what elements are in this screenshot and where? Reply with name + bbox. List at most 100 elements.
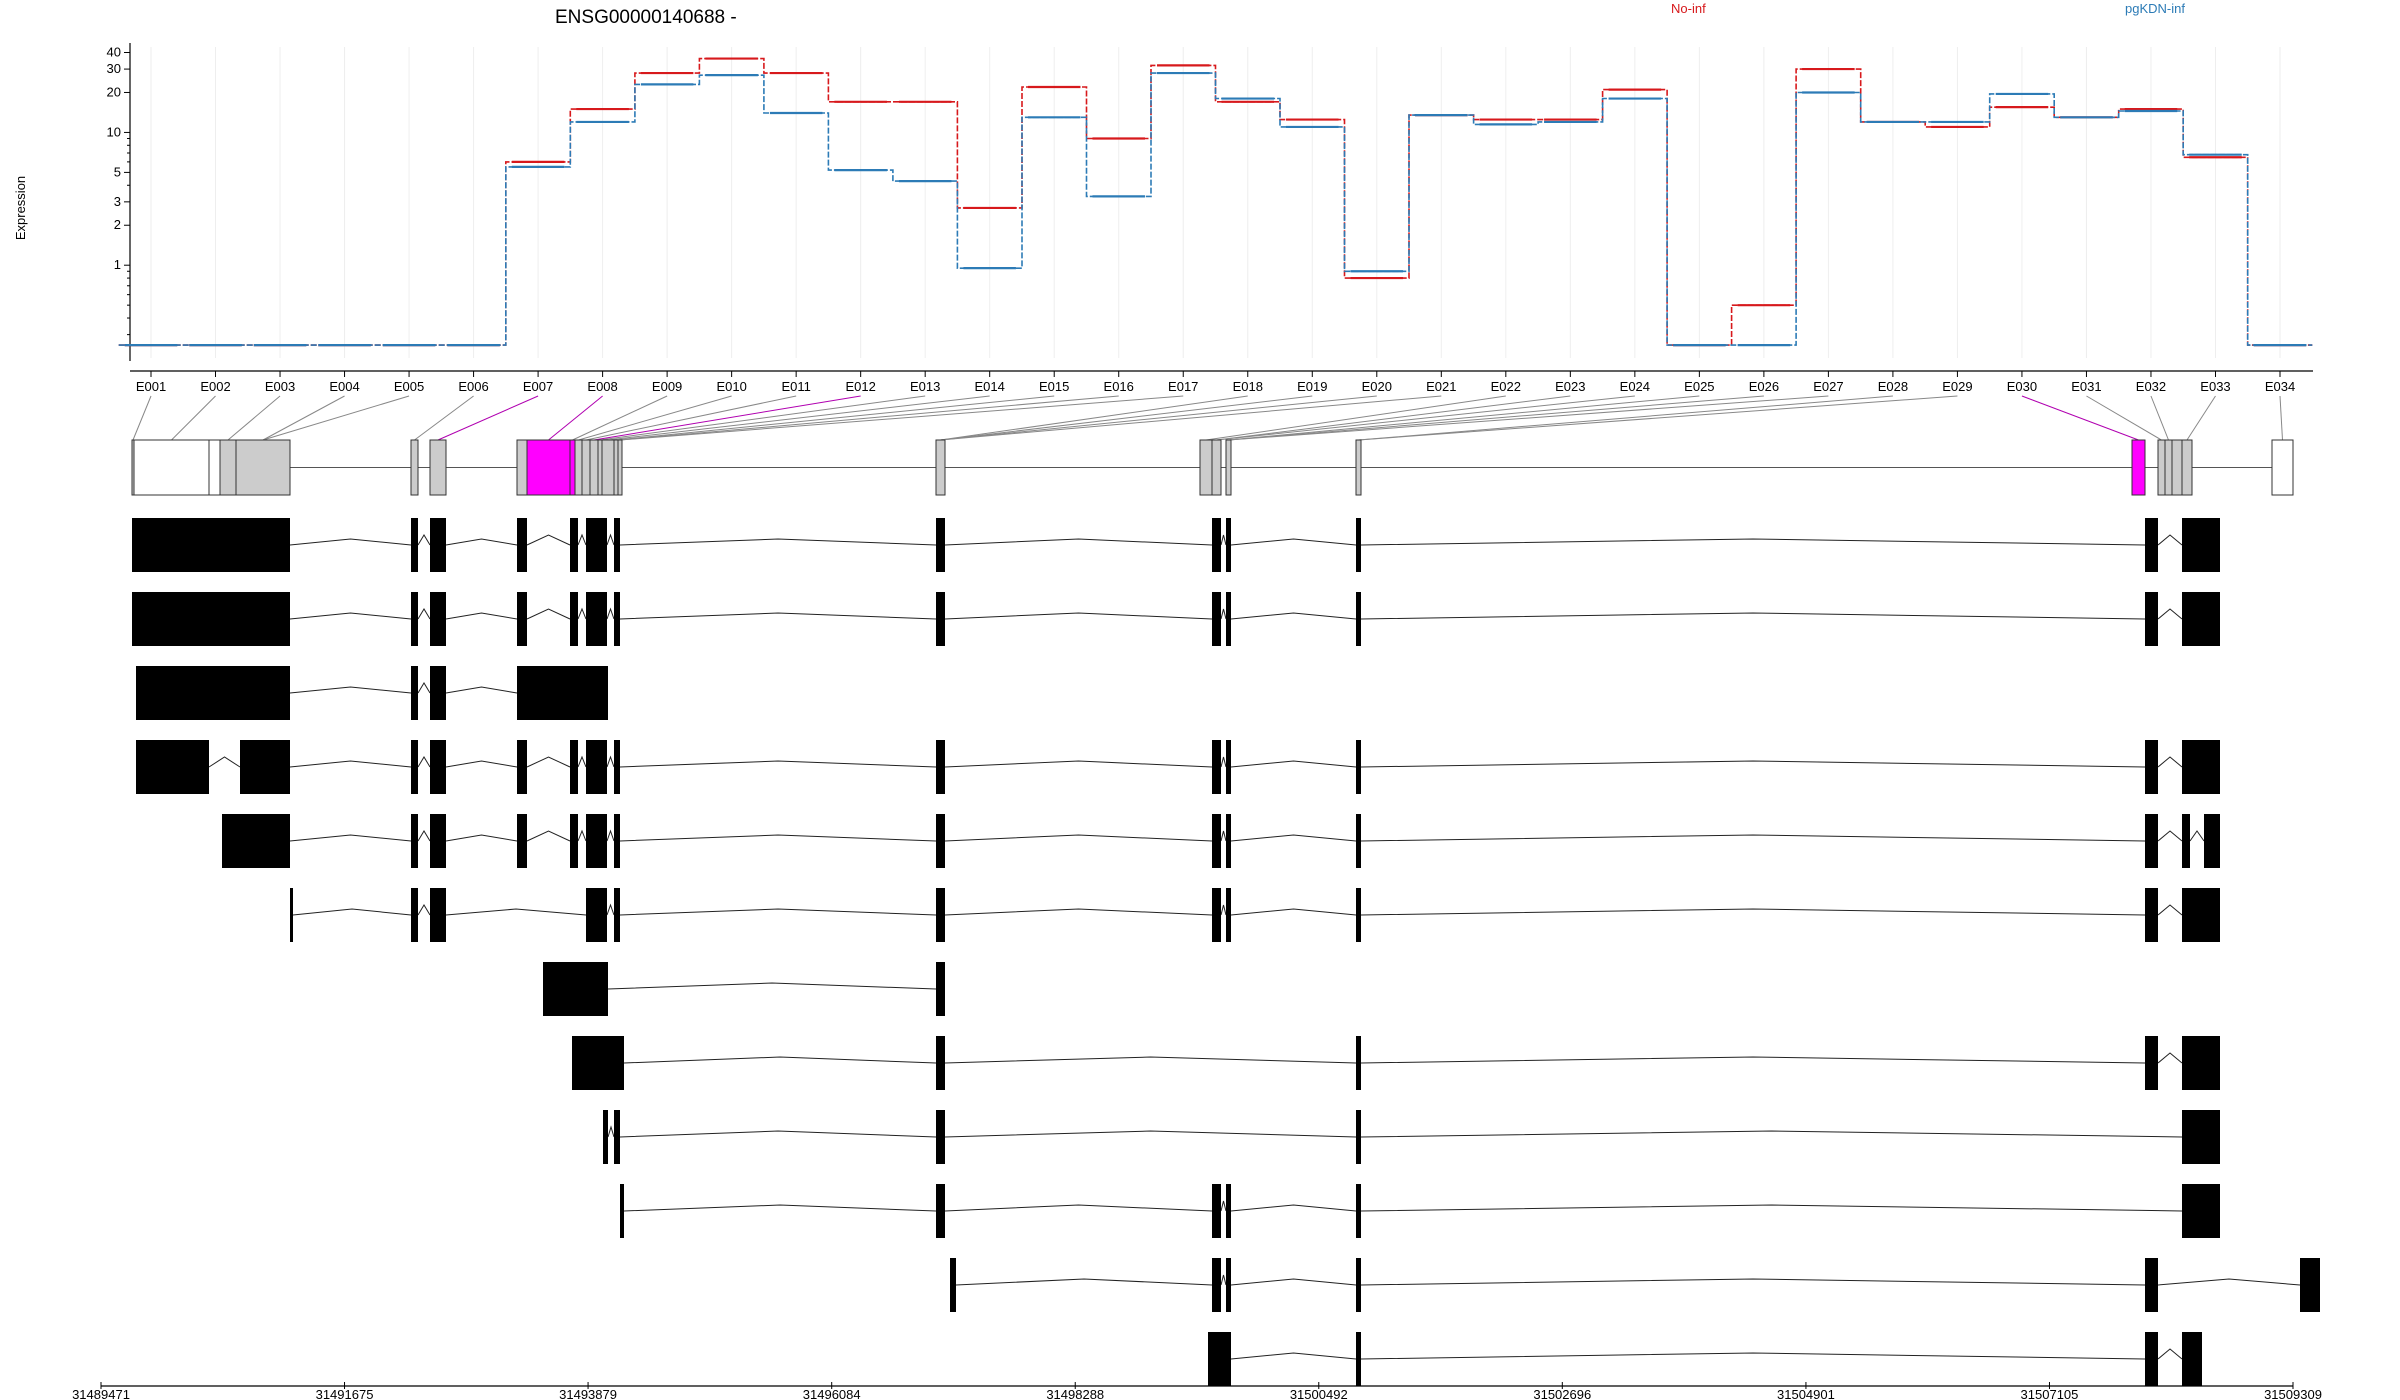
transcript-intron (292, 908, 412, 916)
x-tick-label-E031: E031 (2071, 379, 2101, 394)
x-tick-label-E008: E008 (587, 379, 617, 394)
x-tick-label-E015: E015 (1039, 379, 1069, 394)
transcript-exon (2204, 814, 2220, 868)
gene-model-exon (2164, 439, 2173, 496)
transcript-exon (1356, 518, 1361, 572)
x-tick-label-E022: E022 (1491, 379, 1521, 394)
transcript-exon (614, 518, 620, 572)
transcript-exon (430, 888, 446, 942)
transcript-exon (614, 1110, 620, 1164)
transcript-exon (1356, 740, 1361, 794)
y-tick-label: 20 (107, 84, 121, 99)
x-tick-label-E023: E023 (1555, 379, 1585, 394)
connector-E026 (1228, 395, 1764, 441)
gene-model-exon (1199, 439, 1213, 496)
transcript-exon (1356, 1184, 1361, 1238)
gene-model-exon (410, 439, 419, 496)
transcript-7 (543, 962, 945, 1016)
genome-tick-label: 31509309 (2264, 1387, 2322, 1400)
transcript-exon (430, 518, 446, 572)
transcript-tracks (132, 518, 2320, 1386)
transcript-intron (289, 612, 412, 620)
transcript-exon (1356, 1258, 1361, 1312)
x-tick-label-E001: E001 (136, 379, 166, 394)
x-tick-label-E016: E016 (1104, 379, 1134, 394)
transcript-intron (606, 755, 615, 768)
transcript-exon (1212, 740, 1221, 794)
x-tick-label-E017: E017 (1168, 379, 1198, 394)
gene-model-exon (601, 439, 615, 496)
transcript-intron (619, 908, 937, 916)
transcript-intron (944, 834, 1213, 842)
transcript-11 (950, 1258, 2320, 1312)
expression-series (118, 57, 2313, 347)
x-tick-label-E021: E021 (1426, 379, 1456, 394)
connector-E002 (171, 395, 216, 441)
gene-model-exon (574, 439, 583, 496)
transcript-10 (620, 1184, 2220, 1238)
chart-title: ENSG00000140688 - (555, 7, 737, 28)
x-tick-label-E028: E028 (1878, 379, 1908, 394)
gene-model-exon (2181, 439, 2193, 496)
transcript-exon (1212, 814, 1221, 868)
transcript-intron (1360, 834, 2146, 842)
transcript-exon (1226, 1184, 1231, 1238)
transcript-exon (1226, 1332, 1231, 1386)
x-tick-label-E034: E034 (2265, 379, 2295, 394)
x-tick-label-E018: E018 (1233, 379, 1263, 394)
series-line-pgKDN-inf (118, 72, 2313, 346)
transcript-5 (222, 814, 2220, 868)
connector-E017 (619, 395, 1184, 441)
transcript-exon (411, 666, 418, 720)
genome-tick-label: 31489471 (72, 1387, 130, 1400)
transcript-exon (936, 1036, 945, 1090)
transcript-exon (586, 740, 607, 794)
transcript-intron (1230, 760, 1357, 768)
connector-E007 (437, 395, 539, 441)
transcript-intron (1220, 1274, 1227, 1286)
transcript-exon (572, 1036, 624, 1090)
transcript-intron (577, 533, 587, 546)
connector-E016 (619, 395, 1119, 441)
transcript-exon (411, 814, 418, 868)
transcript-intron (445, 538, 518, 546)
transcript-exon (936, 518, 945, 572)
x-tick-label-E027: E027 (1813, 379, 1843, 394)
transcript-exon (1356, 1110, 1361, 1164)
transcript-exon (517, 814, 527, 868)
connector-E028 (1358, 395, 1893, 441)
connector-E011 (585, 395, 797, 441)
gene-model-track (131, 439, 2294, 496)
transcript-exon (2182, 592, 2220, 646)
legend-no-inf: No-inf (1671, 1, 1706, 16)
connector-E030 (2021, 395, 2139, 441)
connector-E034 (2279, 395, 2283, 441)
transcript-exon (936, 888, 945, 942)
transcript-intron (577, 755, 587, 768)
connector-E009 (572, 395, 668, 441)
transcript-intron (944, 538, 1213, 546)
connector-E032 (2150, 395, 2169, 441)
gene-model-exon (235, 439, 291, 496)
transcript-intron (606, 903, 615, 916)
y-tick-label: 5 (114, 164, 121, 179)
transcript-exon (2145, 888, 2158, 942)
transcript-intron (445, 834, 518, 842)
transcript-exon (2145, 814, 2158, 868)
transcript-exon (614, 740, 620, 794)
transcript-exon (1226, 518, 1231, 572)
connector-E023 (1216, 395, 1571, 441)
transcript-exon (2182, 1110, 2220, 1164)
transcript-exon (1226, 814, 1231, 868)
transcript-intron (417, 534, 431, 546)
genome-tick-label: 31500492 (1290, 1387, 1348, 1400)
transcript-exon (1226, 888, 1231, 942)
connector-E004 (262, 395, 345, 441)
x-tick-label-E010: E010 (716, 379, 746, 394)
x-tick-label-E014: E014 (975, 379, 1005, 394)
x-tick-label-E007: E007 (523, 379, 553, 394)
x-tick-label-E029: E029 (1942, 379, 1972, 394)
transcript-exon (614, 888, 620, 942)
transcript-intron (417, 756, 431, 768)
